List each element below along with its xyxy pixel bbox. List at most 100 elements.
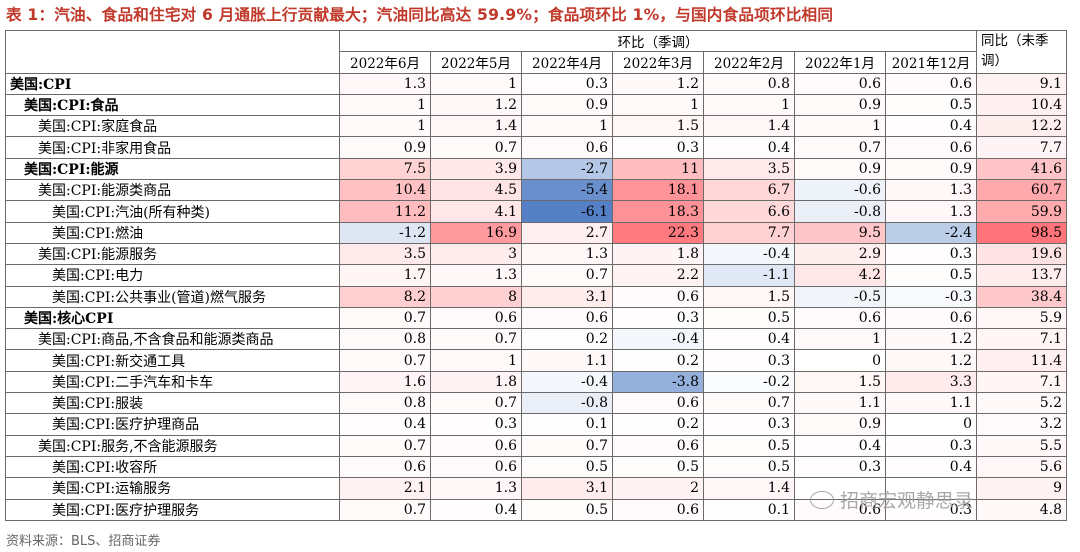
mom-cell: -0.6 <box>794 179 886 202</box>
mom-group-header: 环比（季调） <box>339 29 977 53</box>
row-label: 美国:CPI:食品 <box>5 93 340 117</box>
mom-cell: 0.3 <box>703 413 795 436</box>
yoy-cell: 5.5 <box>976 434 1067 457</box>
mom-cell: 1.8 <box>430 370 522 394</box>
corner-cell <box>5 30 340 74</box>
mom-cell: 11 <box>612 157 704 181</box>
mom-cell: 0.8 <box>339 328 431 351</box>
table-row: 美国:核心CPI 0.7 0.6 0.6 0.3 0.5 0.6 0.6 5.9 <box>5 306 1067 330</box>
mom-cell: 0.5 <box>521 455 613 479</box>
column-header: 2022年2月 <box>703 51 795 74</box>
column-header-row: 2022年6月 2022年5月 2022年4月 2022年3月 2022年2月 2022年… <box>6 51 1067 74</box>
yoy-cell: 98.5 <box>976 221 1067 244</box>
row-label: 美国:CPI:商品,不含食品和能源类商品 <box>5 328 340 351</box>
table-body: 美国:CPI 1.3 1 0.3 1.2 0.8 0.6 0.6 9.1 美国:CPI:食品 1 1.… <box>5 72 1067 521</box>
wechat-icon <box>810 491 834 509</box>
row-label: 美国:核心CPI <box>5 306 340 330</box>
row-label: 美国:CPI:能源服务 <box>5 242 340 266</box>
row-label: 美国:CPI:医疗护理服务 <box>5 498 340 521</box>
mom-cell: 2.7 <box>521 221 613 244</box>
yoy-cell: 38.4 <box>976 285 1067 308</box>
mom-cell: -0.3 <box>885 285 977 308</box>
mom-cell: 8.2 <box>339 285 431 308</box>
mom-cell: 3.3 <box>885 370 977 394</box>
mom-cell: -0.4 <box>612 328 704 351</box>
mom-cell: -0.8 <box>794 200 886 223</box>
mom-cell: 3.9 <box>430 157 522 181</box>
mom-cell: 0.8 <box>339 392 431 415</box>
mom-cell: 0.6 <box>430 434 522 457</box>
mom-cell: 1 <box>703 93 795 117</box>
mom-cell: 0.7 <box>794 136 886 159</box>
row-label: 美国:CPI:服务,不含能源服务 <box>5 434 340 457</box>
mom-cell: 1.3 <box>885 179 977 202</box>
row-label: 美国:CPI:家庭食品 <box>5 115 340 138</box>
yoy-header: 同比（未季调） <box>976 30 1067 74</box>
mom-cell: 0.9 <box>339 136 431 159</box>
mom-cell: 1.3 <box>430 264 522 287</box>
mom-cell: -1.2 <box>339 221 431 244</box>
mom-cell: 3.5 <box>703 157 795 181</box>
mom-cell: 0.3 <box>703 349 795 372</box>
mom-cell: 0.5 <box>703 455 795 479</box>
mom-cell: 1.1 <box>794 392 886 415</box>
mom-cell: 4.5 <box>430 179 522 202</box>
yoy-cell: 5.9 <box>976 306 1067 330</box>
mom-cell: 1.4 <box>430 115 522 138</box>
mom-cell: 7.5 <box>339 157 431 181</box>
mom-cell: 0.2 <box>521 328 613 351</box>
yoy-cell: 7.7 <box>976 136 1067 159</box>
mom-cell: 0.9 <box>794 413 886 436</box>
mom-cell: -0.5 <box>794 285 886 308</box>
mom-cell: 1 <box>339 93 431 117</box>
mom-cell: 0.4 <box>430 498 522 521</box>
mom-cell: 0.3 <box>885 242 977 266</box>
mom-cell: 1 <box>339 115 431 138</box>
mom-cell: 8 <box>430 285 522 308</box>
row-label: 美国:CPI <box>5 72 340 95</box>
mom-cell: 1.2 <box>885 349 977 372</box>
mom-cell: 10.4 <box>339 179 431 202</box>
yoy-cell: 12.2 <box>976 115 1067 138</box>
mom-cell: 1.4 <box>703 477 795 500</box>
mom-cell: 0.7 <box>430 136 522 159</box>
row-label: 美国:CPI:燃油 <box>5 221 340 244</box>
mom-cell: 1.3 <box>885 200 977 223</box>
table-row: 美国:CPI:汽油(所有种类) 11.2 4.1 -6.1 18.3 6.6 -0.8 1.3… <box>5 200 1067 223</box>
mom-cell: 1.1 <box>885 392 977 415</box>
mom-cell: -5.4 <box>521 179 613 202</box>
mom-cell: 0.5 <box>885 93 977 117</box>
mom-cell: 1.2 <box>430 93 522 117</box>
row-label: 美国:CPI:电力 <box>5 264 340 287</box>
table-row: 美国:CPI:服装 0.8 0.7 -0.8 0.6 0.7 1.1 1.1 5.2 <box>5 392 1067 415</box>
table-row: 美国:CPI:二手汽车和卡车 1.6 1.8 -0.4 -3.8 -0.2 1.5 3.3 7.… <box>5 370 1067 394</box>
yoy-cell: 41.6 <box>976 157 1067 181</box>
column-header: 2022年3月 <box>612 51 704 74</box>
mom-cell: 0.6 <box>430 455 522 479</box>
yoy-cell: 19.6 <box>976 242 1067 266</box>
mom-cell: 16.9 <box>430 221 522 244</box>
yoy-cell: 9.1 <box>976 72 1067 95</box>
mom-cell: 0.4 <box>885 115 977 138</box>
column-header: 2021年12月 <box>885 51 977 74</box>
yoy-cell: 5.6 <box>976 455 1067 479</box>
mom-cell: 2.1 <box>339 477 431 500</box>
mom-cell: 1.1 <box>521 349 613 372</box>
table-title: 表 1：汽油、食品和住宅对 6 月通胀上行贡献最大；汽油同比高达 59.9%；食… <box>6 6 834 24</box>
yoy-cell: 5.2 <box>976 392 1067 415</box>
mom-cell: 0.5 <box>885 264 977 287</box>
mom-cell: 3.1 <box>521 477 613 500</box>
mom-cell: 1.6 <box>339 370 431 394</box>
mom-cell: 7.7 <box>703 221 795 244</box>
yoy-cell: 10.4 <box>976 93 1067 117</box>
mom-cell: 0.6 <box>430 306 522 330</box>
mom-cell: 1.8 <box>612 242 704 266</box>
mom-cell: 0.7 <box>339 306 431 330</box>
mom-cell: 1.2 <box>885 328 977 351</box>
row-label: 美国:CPI:新交通工具 <box>5 349 340 372</box>
mom-cell: 4.1 <box>430 200 522 223</box>
mom-cell: 1.3 <box>339 72 431 95</box>
mom-cell: 0.7 <box>339 434 431 457</box>
mom-cell: 6.7 <box>703 179 795 202</box>
yoy-cell: 13.7 <box>976 264 1067 287</box>
